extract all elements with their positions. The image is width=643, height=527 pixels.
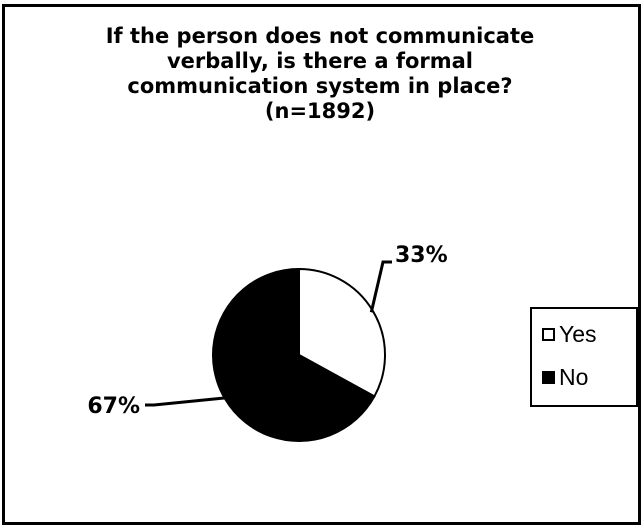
legend-swatch-no	[542, 370, 555, 384]
title-line-3: communication system in place?	[127, 74, 513, 98]
leader-line-no	[145, 396, 227, 407]
legend-swatch-yes	[542, 327, 555, 341]
legend-label-yes: Yes	[559, 321, 597, 347]
legend-label-no: No	[559, 364, 589, 390]
legend-item-no: No	[542, 364, 588, 390]
legend-item-yes: Yes	[542, 321, 597, 347]
title-line-4: (n=1892)	[264, 99, 376, 123]
legend: Yes No	[530, 307, 638, 407]
title-line-1: If the person does not communicate	[105, 24, 535, 48]
title-line-2: verbally, is there a formal	[166, 49, 474, 73]
leader-line-yes	[369, 260, 392, 313]
data-label-no: 67%	[87, 394, 140, 419]
data-label-yes: 33%	[395, 243, 448, 268]
chart-title: If the person does not communicate verba…	[60, 24, 580, 124]
